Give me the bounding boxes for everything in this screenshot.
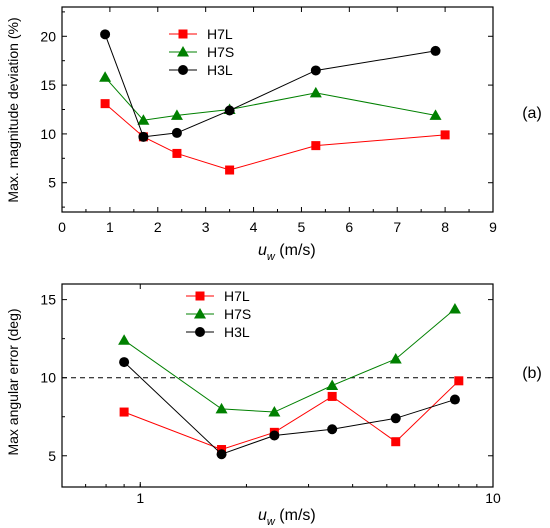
plot-frame [61,6,494,213]
data-point-H7L [119,407,129,417]
chart-panel-0: 0 1 2 3 4 5 6 7 8 9 5 10 15 20 H7L H7S H3L (a) Max. magnit… [5,6,542,263]
data-point-H7L [440,130,450,140]
data-point-H3L [216,449,227,460]
y-axis-label: Max. magnitude deviation (%) [5,17,21,202]
x-tick-label: 2 [154,219,162,235]
y-tick-label: 5 [48,175,56,191]
legend-label: H7L [207,26,233,42]
x-tick-label: 1 [106,219,114,235]
data-point-H7S [215,402,228,414]
legend-label: H3L [207,62,233,78]
data-point-H3L [269,430,280,441]
data-point-H3L [310,65,321,76]
y-axis-label: Max angular error (deg) [5,308,21,455]
x-axis-label-symbol: u [258,507,267,524]
data-point-H7L [391,437,401,447]
legend-marker-H7L [195,291,205,301]
data-point-H3L [171,127,182,138]
y-tick-label: 5 [48,448,56,464]
x-tick-label: 7 [393,219,401,235]
x-tick-label: 1 [136,490,144,506]
y-tick-label: 20 [40,28,56,44]
series-line-H3L [104,34,436,138]
x-tick-label: 9 [489,219,497,235]
legend-marker-H7S [194,308,206,319]
data-point-H3L [430,45,441,56]
legend-marker-H7S [177,46,189,57]
x-tick-label: 8 [441,219,449,235]
data-point-H3L [449,394,460,405]
data-point-H7S [137,114,150,125]
legend-label: H3L [224,324,250,340]
data-point-H7S [429,109,442,120]
data-point-H3L [224,105,235,116]
panel-label: (b) [522,365,542,382]
y-tick-label: 15 [40,77,56,93]
data-point-H3L [100,29,111,40]
series-line-H7S [104,76,436,121]
x-axis-label: uw (m/s) [258,242,316,263]
data-point-H7S [268,406,281,417]
data-point-H3L [138,131,149,142]
x-axis-label-unit: (m/s) [275,507,316,524]
data-point-H7L [454,376,464,386]
x-tick-label: 3 [202,219,210,235]
series-line-H7L [104,103,446,171]
data-point-H7S [326,379,339,390]
data-point-H3L [390,413,401,424]
legend-label: H7S [207,44,234,60]
legend: H7L H7S H3L [169,26,234,78]
x-tick-label: 5 [298,219,306,235]
legend-marker-H3L [195,327,205,337]
data-point-H7L [172,148,182,158]
legend-marker-H7L [178,29,188,39]
legend-label: H7S [224,306,251,322]
x-axis-label-symbol: u [258,242,267,259]
data-point-H7S [448,302,461,314]
y-tick-label: 15 [40,292,56,308]
data-point-H3L [119,357,130,368]
legend-marker-H3L [178,65,188,75]
x-axis-label-unit: (m/s) [275,242,316,259]
x-tick-label: 0 [58,219,66,235]
series-line-H3L [123,361,456,455]
data-point-H7L [225,165,235,175]
x-axis-label: uw (m/s) [258,507,316,528]
data-point-H7S [170,109,183,120]
series-line-H7L [123,380,460,451]
x-tick-label: 6 [345,219,353,235]
y-tick-label: 10 [40,370,56,386]
data-point-H7S [118,334,131,345]
data-point-H7S [389,352,402,364]
series-line-H7S [123,308,456,413]
x-tick-label: 4 [250,219,258,235]
legend: H7L H7S H3L [186,288,251,340]
data-point-H7L [311,141,321,151]
panel-label: (a) [522,105,542,122]
legend-label: H7L [224,288,250,304]
x-axis-label-subscript: w [267,516,276,528]
data-point-H7S [99,71,112,82]
data-point-H7L [327,391,337,401]
x-axis-label-subscript: w [267,251,276,263]
data-point-H7L [100,99,110,109]
chart-panel-1: 1 10 5 10 15 H7L H7S H3L (b) Max angular error (d… [5,283,542,528]
data-point-H7S [309,86,322,98]
data-point-H3L [327,424,338,435]
y-tick-label: 10 [40,126,56,142]
plot-frame [61,283,494,488]
x-tick-label: 10 [485,490,501,506]
